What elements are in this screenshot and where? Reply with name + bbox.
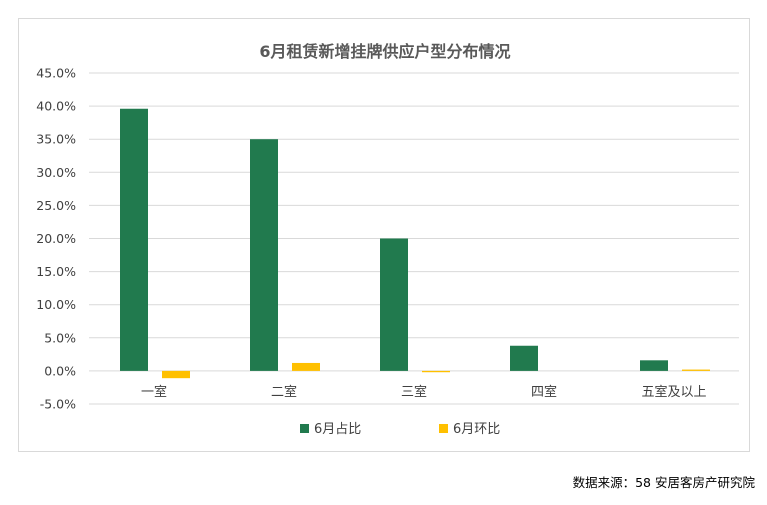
source-note: 数据来源：58 安居客房产研究院 xyxy=(572,475,755,490)
bar-share-1 xyxy=(250,139,278,371)
y-tick-label: 5.0% xyxy=(44,330,76,345)
bar-mom-2 xyxy=(422,370,450,373)
y-tick-label: 40.0% xyxy=(36,99,76,114)
x-category-label: 一室 xyxy=(141,384,167,400)
y-tick-label: 30.0% xyxy=(36,165,76,180)
x-axis-categories: 一室 二室 三室 四室 五室及以上 xyxy=(141,384,707,400)
x-category-label: 三室 xyxy=(401,384,427,400)
legend-swatch xyxy=(439,424,448,433)
gridlines xyxy=(89,72,739,405)
legend-swatch xyxy=(300,424,309,433)
x-category-label: 二室 xyxy=(271,384,297,400)
chart-frame: 6月租赁新增挂牌供应户型分布情况 45.0% 40.0% 35.0% 30.0% 25.… xyxy=(18,18,750,452)
bar-share-4 xyxy=(640,360,668,371)
bar-share-0 xyxy=(120,108,148,371)
y-tick-label: 10.0% xyxy=(36,297,76,312)
y-tick-label: -5.0% xyxy=(40,397,76,412)
y-tick-label: 20.0% xyxy=(36,231,76,246)
x-category-label: 五室及以上 xyxy=(641,384,706,400)
y-tick-label: 25.0% xyxy=(36,198,76,213)
legend-label: 6月环比 xyxy=(453,422,500,437)
bar-mom-4 xyxy=(682,369,710,371)
bar-chart: 6月租赁新增挂牌供应户型分布情况 45.0% 40.0% 35.0% 30.0% 25.… xyxy=(36,42,739,437)
legend: 6月占比 6月环比 xyxy=(300,422,500,437)
x-category-label: 四室 xyxy=(531,384,557,400)
y-tick-label: 15.0% xyxy=(36,264,76,279)
y-axis-ticks: 45.0% 40.0% 35.0% 30.0% 25.0% 20.0% 15.0% 10.0%… xyxy=(36,66,76,412)
y-tick-label: 0.0% xyxy=(44,363,76,378)
bars xyxy=(120,108,710,379)
y-tick-label: 35.0% xyxy=(36,132,76,147)
bar-mom-1 xyxy=(292,362,320,371)
bar-mom-0 xyxy=(162,370,190,379)
chart-title: 6月租赁新增挂牌供应户型分布情况 xyxy=(259,42,510,61)
legend-label: 6月占比 xyxy=(314,422,361,437)
bar-share-2 xyxy=(380,238,408,371)
y-tick-label: 45.0% xyxy=(36,66,76,81)
bar-share-3 xyxy=(510,345,538,371)
